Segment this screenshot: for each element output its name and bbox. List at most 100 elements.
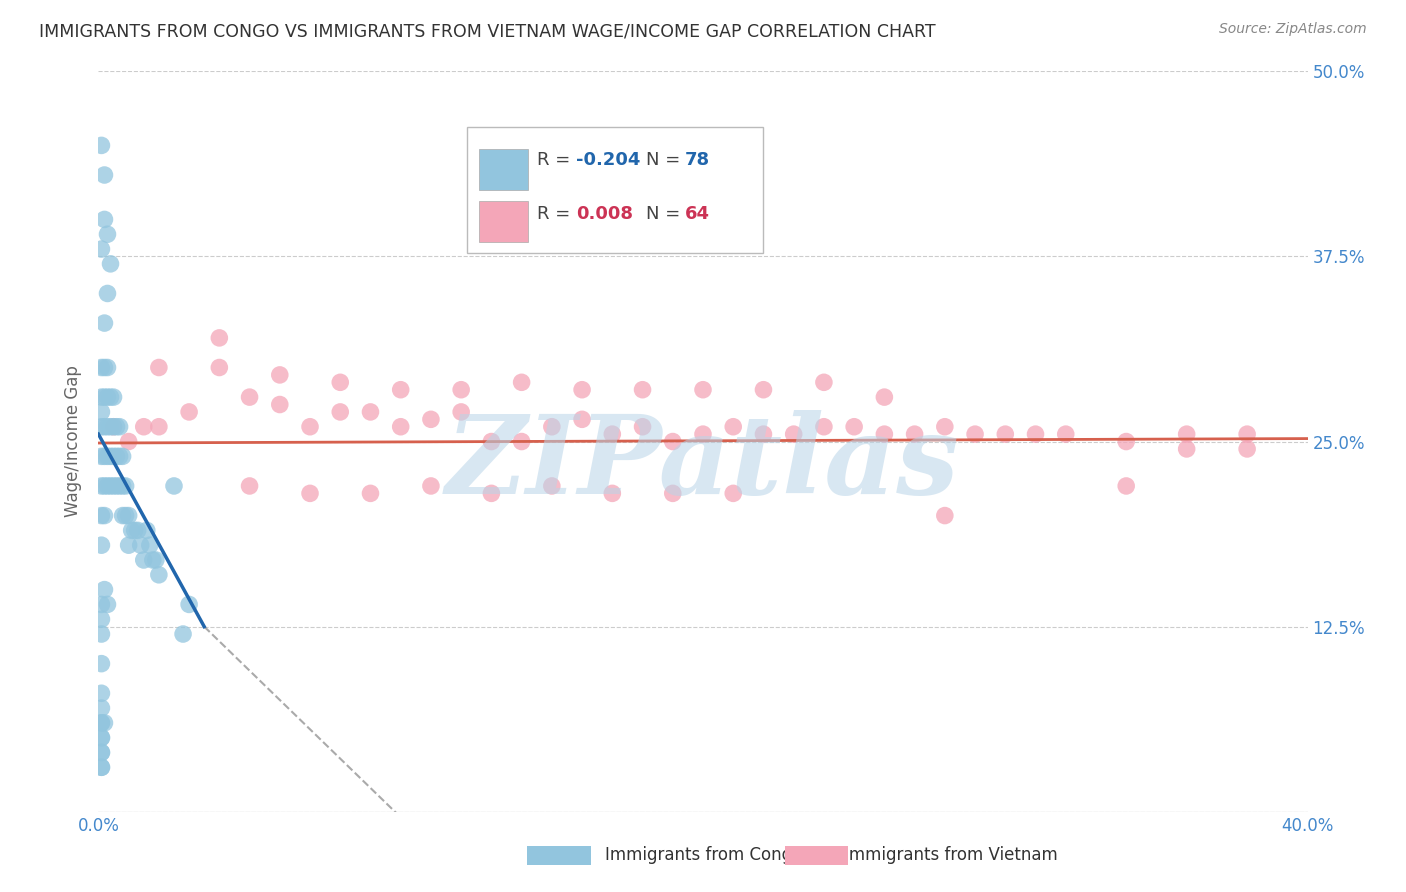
Point	[90, 715, 112, 730]
Point	[100, 257, 122, 271]
Point	[602, 427, 624, 442]
Point	[111, 479, 134, 493]
Point	[93, 316, 115, 330]
Point	[108, 479, 131, 493]
Point	[96, 360, 118, 375]
Point	[163, 479, 186, 493]
Point	[90, 760, 112, 774]
Point	[90, 360, 112, 375]
Point	[90, 419, 112, 434]
Point	[239, 479, 262, 493]
Text: N =: N =	[647, 204, 686, 223]
Point	[1175, 442, 1198, 456]
Point	[934, 508, 956, 523]
FancyBboxPatch shape	[479, 149, 527, 190]
Point	[571, 383, 593, 397]
Point	[90, 598, 112, 612]
Point	[105, 419, 128, 434]
Point	[90, 760, 112, 774]
Point	[90, 390, 112, 404]
Text: Immigrants from Vietnam: Immigrants from Vietnam	[844, 846, 1057, 863]
Point	[420, 412, 443, 426]
Point	[723, 486, 745, 500]
Point	[299, 419, 322, 434]
Point	[121, 524, 143, 538]
Point	[1175, 427, 1198, 442]
Point	[844, 419, 866, 434]
Point	[299, 486, 322, 500]
Point	[90, 686, 112, 700]
Point	[93, 360, 115, 375]
Point	[994, 427, 1017, 442]
Point	[239, 390, 262, 404]
Point	[1054, 427, 1077, 442]
Point	[208, 360, 231, 375]
Point	[631, 383, 654, 397]
Point	[1115, 434, 1137, 449]
Text: 78: 78	[685, 151, 710, 169]
Point	[93, 582, 115, 597]
Point	[148, 360, 170, 375]
Point	[602, 486, 624, 500]
Point	[132, 553, 155, 567]
Point	[90, 138, 112, 153]
Point	[96, 390, 118, 404]
Point	[103, 419, 125, 434]
Point	[118, 508, 141, 523]
Point	[114, 479, 136, 493]
Point	[813, 376, 835, 390]
Point	[100, 450, 122, 464]
FancyBboxPatch shape	[479, 201, 527, 242]
Point	[752, 383, 775, 397]
Point	[103, 419, 125, 434]
Point	[90, 508, 112, 523]
Point	[481, 434, 503, 449]
Point	[111, 450, 134, 464]
Point	[96, 227, 118, 242]
Point	[90, 479, 112, 493]
Point	[172, 627, 194, 641]
Text: N =: N =	[647, 151, 686, 169]
Point	[269, 368, 291, 382]
Point	[93, 508, 115, 523]
Point	[93, 390, 115, 404]
Point	[96, 479, 118, 493]
Point	[90, 701, 112, 715]
Point	[208, 331, 231, 345]
Point	[90, 538, 112, 552]
Point	[450, 383, 472, 397]
Point	[661, 486, 683, 500]
Point	[329, 405, 352, 419]
Point	[90, 746, 112, 760]
Point	[111, 508, 134, 523]
Point	[571, 412, 593, 426]
Point	[96, 286, 118, 301]
Point	[129, 538, 152, 552]
Point	[904, 427, 927, 442]
Point	[108, 450, 131, 464]
Point	[132, 419, 155, 434]
Point	[96, 450, 118, 464]
Point	[510, 434, 533, 449]
Point	[1024, 427, 1046, 442]
Point	[873, 427, 896, 442]
Point	[389, 383, 412, 397]
Point	[103, 390, 125, 404]
Point	[139, 538, 162, 552]
Point	[360, 486, 382, 500]
Point	[127, 524, 149, 538]
Point	[96, 419, 118, 434]
Point	[90, 405, 112, 419]
Point	[813, 419, 835, 434]
Point	[142, 553, 165, 567]
Point	[118, 434, 141, 449]
Point	[1236, 442, 1258, 456]
Text: IMMIGRANTS FROM CONGO VS IMMIGRANTS FROM VIETNAM WAGE/INCOME GAP CORRELATION CHA: IMMIGRANTS FROM CONGO VS IMMIGRANTS FROM…	[39, 22, 936, 40]
Text: R =: R =	[537, 151, 576, 169]
Point	[1115, 479, 1137, 493]
Point	[723, 419, 745, 434]
Text: 64: 64	[685, 204, 710, 223]
Point	[108, 419, 131, 434]
Text: Immigrants from Congo: Immigrants from Congo	[605, 846, 801, 863]
Point	[93, 212, 115, 227]
